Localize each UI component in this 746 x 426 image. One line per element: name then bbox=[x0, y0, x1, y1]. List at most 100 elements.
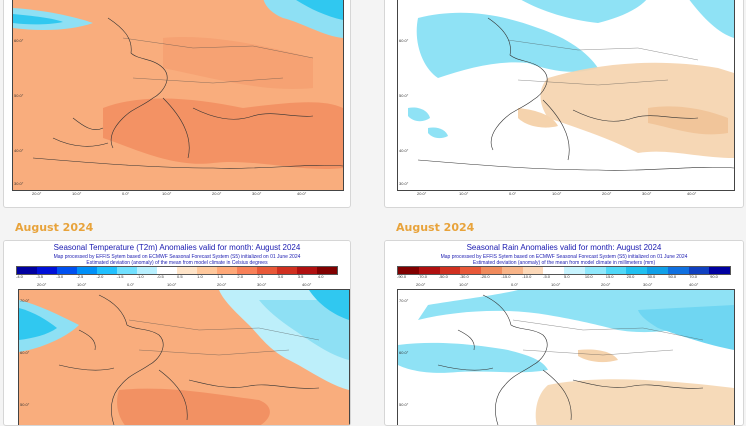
lon-tick: 10.0° bbox=[552, 191, 562, 196]
temperature-anomaly-shading bbox=[13, 0, 343, 190]
temperature-map-title: Seasonal Temperature (T2m) Anomalies val… bbox=[53, 243, 301, 252]
rain-scale-label: -5.0 bbox=[543, 274, 551, 279]
rain-scale-label: -20.0 bbox=[480, 274, 490, 279]
temperature-scale-labels: -4.0 -3.5 -3.0 -2.5 -2.0 -1.5 -1.0 -0.5 0.5 1.0 1.… bbox=[16, 274, 338, 280]
rain-scale-swatch bbox=[667, 267, 689, 274]
rain-scale-label: -50.0 bbox=[438, 274, 448, 279]
lon-tick: 20.0° bbox=[32, 191, 42, 196]
lon-tick: 30.0° bbox=[257, 282, 267, 287]
rain-scale-swatch bbox=[398, 267, 419, 274]
temperature-scale-label: 2.0 bbox=[237, 274, 243, 279]
temperature-scale-swatch bbox=[157, 267, 177, 274]
rain-scale-swatch bbox=[626, 267, 647, 274]
lon-tick: 0.0° bbox=[511, 282, 519, 287]
lon-tick: 20.0° bbox=[601, 282, 611, 287]
lon-tick: 0.0° bbox=[509, 191, 517, 196]
lat-tick: 30.0° bbox=[399, 181, 409, 186]
temperature-scale-swatch bbox=[37, 267, 57, 274]
temperature-scale-swatch bbox=[297, 267, 317, 274]
section-heading-right: August 2024 bbox=[396, 221, 475, 234]
rain-scale-swatch bbox=[584, 267, 606, 274]
rain-scale-label: -10.0 bbox=[522, 274, 532, 279]
lon-tick: 10.0° bbox=[459, 282, 469, 287]
temperature-scale-swatch bbox=[197, 267, 217, 274]
temperature-scale-swatch bbox=[77, 267, 97, 274]
temperature-scale-swatch bbox=[17, 267, 37, 274]
temperature-scale-label: 3.0 bbox=[277, 274, 284, 279]
section-heading-left: August 2024 bbox=[15, 221, 94, 234]
rain-scale-swatch bbox=[460, 267, 481, 274]
temperature-scale-swatch bbox=[117, 267, 137, 274]
rain-scale-label: 50.0 bbox=[668, 274, 677, 279]
lon-tick: 10.0° bbox=[167, 282, 177, 287]
lat-tick: 70.0° bbox=[399, 298, 409, 303]
temperature-scale-label: -4.0 bbox=[16, 274, 23, 279]
rain-scale-swatch bbox=[522, 267, 544, 274]
lon-tick: 40.0° bbox=[687, 191, 697, 196]
lon-ticks-top-right: 20.0° 10.0° 0.0° 10.0° 20.0° 30.0° 40.0° bbox=[397, 191, 733, 199]
lon-tick: 10.0° bbox=[72, 191, 82, 196]
temperature-scale-swatch bbox=[137, 267, 157, 274]
top-temperature-map: 60.0° 50.0° 40.0° 30.0° bbox=[12, 0, 344, 191]
temperature-map-units: Estimated deviation (anomaly) of the mea… bbox=[86, 260, 268, 266]
top-rain-card: 60.0° 50.0° 40.0° 30.0° 20.0° 10.0° 0.0°… bbox=[384, 0, 744, 208]
temperature-scale-label: -3.0 bbox=[56, 274, 64, 279]
rain-scale-swatch bbox=[439, 267, 461, 274]
lon-tick: 0.0° bbox=[122, 191, 130, 196]
bottom-temperature-card: Seasonal Temperature (T2m) Anomalies val… bbox=[3, 240, 351, 426]
lon-tick: 0.0° bbox=[127, 282, 135, 287]
temperature-scale-label: 1.0 bbox=[197, 274, 203, 279]
lon-tick: 40.0° bbox=[297, 191, 307, 196]
rain-scale-swatch bbox=[647, 267, 668, 274]
rain-scale-swatch bbox=[688, 267, 710, 274]
rain-scale-label: 90.0 bbox=[710, 274, 718, 279]
bottom-temperature-map: 70.0° 60.0° 50.0° bbox=[18, 289, 350, 425]
lon-ticks-bottom-left: 20.0° 10.0° 0.0° 10.0° 20.0° 30.0° 40.0° bbox=[22, 282, 350, 290]
lon-ticks-top-left: 20.0° 10.0° 0.0° 10.0° 20.0° 30.0° 40.0° bbox=[12, 191, 342, 199]
rain-scale-label: 15.0 bbox=[605, 274, 614, 279]
rain-scale-swatch bbox=[418, 267, 440, 274]
temperature-scale-swatch bbox=[177, 267, 197, 274]
rain-scale-swatch bbox=[709, 267, 730, 274]
lon-tick: 20.0° bbox=[602, 191, 612, 196]
temperature-scale-label: -2.0 bbox=[96, 274, 104, 279]
rain-scale-label: -70.0 bbox=[417, 274, 427, 279]
temperature-scale-swatch bbox=[57, 267, 77, 274]
lon-tick: 10.0° bbox=[77, 282, 87, 287]
temperature-scale-label: -3.5 bbox=[36, 274, 44, 279]
lon-tick: 40.0° bbox=[689, 282, 699, 287]
rain-scale-label: -30.0 bbox=[459, 274, 469, 279]
rain-scale-label: 30.0 bbox=[647, 274, 656, 279]
temperature-scale-swatch bbox=[257, 267, 277, 274]
rain-scale-label: -15.0 bbox=[501, 274, 511, 279]
lat-tick: 30.0° bbox=[14, 181, 24, 186]
temperature-scale-label: -2.5 bbox=[76, 274, 84, 279]
temperature-color-scale bbox=[16, 266, 338, 275]
rain-map-title: Seasonal Rain Anomalies valid for month:… bbox=[466, 243, 662, 252]
rain-scale-swatch bbox=[481, 267, 502, 274]
lon-tick: 10.0° bbox=[459, 191, 469, 196]
rain-anomaly-shading bbox=[398, 290, 734, 425]
lat-tick: 60.0° bbox=[14, 38, 24, 43]
top-temperature-card: 60.0° 50.0° 40.0° 30.0° 20.0° 10.0° 0.0°… bbox=[3, 0, 351, 208]
lat-tick: 50.0° bbox=[399, 93, 409, 98]
rain-anomaly-shading bbox=[398, 0, 734, 190]
rain-scale-swatch bbox=[543, 267, 564, 274]
temperature-map-subtitle: Map processed by EFFIS Sytem based on EC… bbox=[53, 254, 301, 260]
temperature-scale-label: -0.5 bbox=[156, 274, 164, 279]
rain-map-units: Estimated deviation (anomaly) of the mea… bbox=[472, 260, 656, 266]
temperature-scale-label: 0.5 bbox=[177, 274, 183, 279]
rain-scale-swatch bbox=[501, 267, 523, 274]
lon-tick: 20.0° bbox=[416, 282, 426, 287]
lat-tick: 70.0° bbox=[20, 298, 30, 303]
lat-tick: 40.0° bbox=[14, 148, 24, 153]
rain-map-header: Seasonal Rain Anomalies valid for month:… bbox=[385, 241, 743, 289]
lon-tick: 30.0° bbox=[642, 191, 652, 196]
rain-scale-label: -90.0 bbox=[397, 274, 407, 279]
lon-tick: 20.0° bbox=[212, 191, 222, 196]
lat-tick: 60.0° bbox=[399, 350, 409, 355]
lon-tick: 10.0° bbox=[162, 191, 172, 196]
lat-tick: 50.0° bbox=[399, 402, 409, 407]
temperature-scale-label: 3.5 bbox=[297, 274, 304, 279]
lat-tick: 50.0° bbox=[20, 402, 30, 407]
